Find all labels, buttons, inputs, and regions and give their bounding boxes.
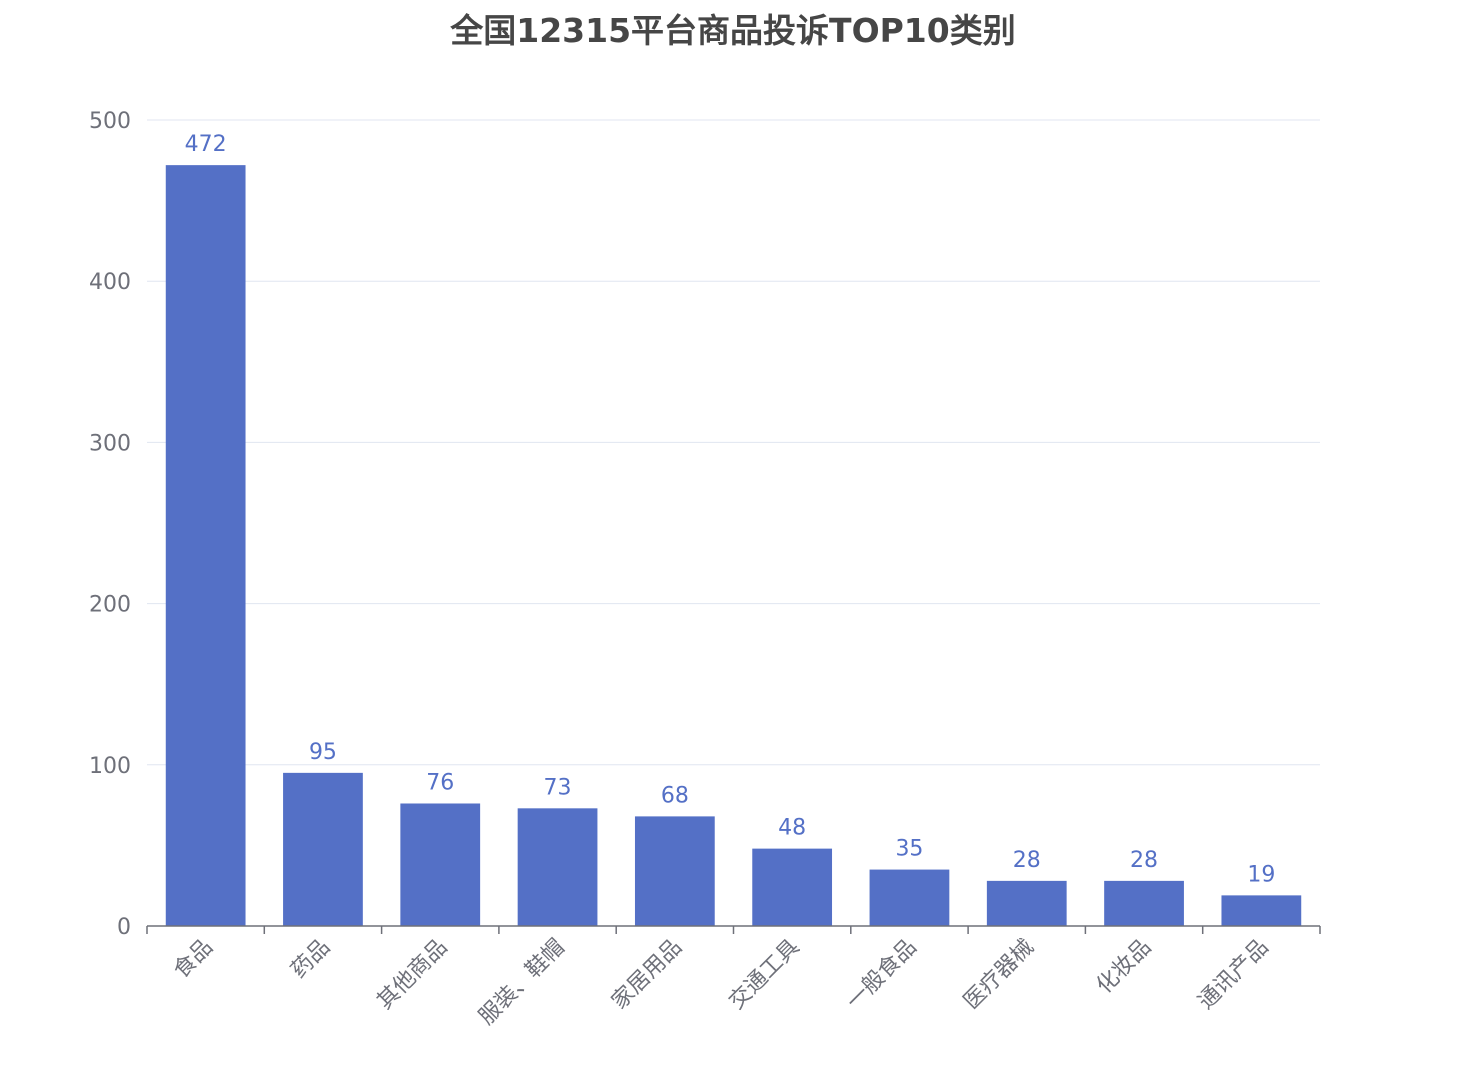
y-axis: 0 100 200 300 400 500 bbox=[89, 109, 131, 940]
x-tick-label: 食品 bbox=[169, 935, 218, 984]
x-tick-label: 药品 bbox=[286, 935, 335, 984]
data-label: 28 bbox=[1013, 848, 1041, 873]
chart-title: 全国12315平台商品投诉TOP10类别 bbox=[450, 11, 1016, 50]
bar[interactable] bbox=[869, 869, 950, 926]
y-tick-label: 100 bbox=[89, 754, 131, 779]
data-label: 68 bbox=[661, 783, 689, 808]
bar[interactable] bbox=[400, 803, 481, 926]
x-tick-label: 服装、鞋帽 bbox=[474, 935, 569, 1030]
data-label: 472 bbox=[185, 132, 227, 157]
x-tick-label: 一般食品 bbox=[842, 935, 922, 1015]
x-tick-label: 化妆品 bbox=[1092, 935, 1156, 999]
bar[interactable] bbox=[1104, 880, 1184, 926]
grid-lines bbox=[147, 119, 1320, 766]
x-axis: 食品 药品 其他商品 服装、鞋帽 家居用品 交通工具 一般食品 医疗器械 化妆品 通讯产品 bbox=[146, 925, 1321, 1030]
bar[interactable] bbox=[634, 816, 715, 926]
data-labels: 472 95 76 73 68 48 35 28 28 19 bbox=[185, 132, 1276, 887]
bar[interactable] bbox=[165, 165, 246, 927]
bars bbox=[165, 165, 1302, 927]
data-label: 35 bbox=[895, 837, 923, 862]
bar[interactable] bbox=[752, 848, 833, 926]
bar[interactable] bbox=[986, 880, 1067, 926]
bar[interactable] bbox=[517, 808, 598, 926]
data-label: 48 bbox=[778, 816, 806, 841]
x-tick-label: 通讯产品 bbox=[1194, 935, 1274, 1015]
data-label: 28 bbox=[1130, 848, 1158, 873]
y-tick-label: 300 bbox=[89, 431, 131, 456]
y-tick-label: 200 bbox=[89, 593, 131, 618]
x-tick-label: 交通工具 bbox=[724, 935, 804, 1015]
bar[interactable] bbox=[283, 772, 363, 926]
bar[interactable] bbox=[1221, 895, 1302, 926]
y-tick-label: 500 bbox=[89, 109, 131, 134]
data-label: 95 bbox=[309, 740, 337, 765]
y-tick-label: 0 bbox=[117, 915, 131, 940]
x-tick-label: 医疗器械 bbox=[959, 935, 1039, 1015]
data-label: 19 bbox=[1247, 862, 1275, 887]
x-tick-label: 其他商品 bbox=[373, 935, 453, 1015]
y-tick-label: 400 bbox=[89, 270, 131, 295]
data-label: 76 bbox=[426, 770, 454, 795]
data-label: 73 bbox=[544, 775, 572, 800]
x-tick-label: 家居用品 bbox=[607, 935, 687, 1015]
